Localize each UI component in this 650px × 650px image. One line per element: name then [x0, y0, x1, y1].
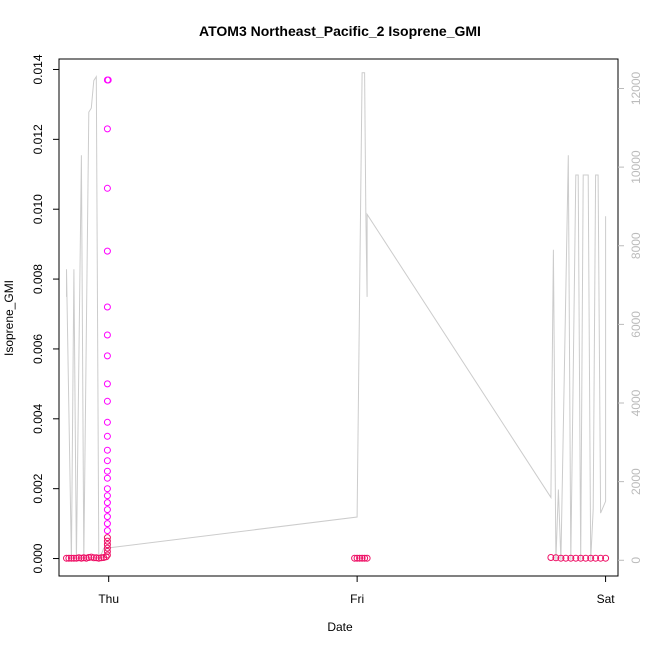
- data-point: [577, 554, 585, 562]
- plot-frame: [58, 58, 619, 577]
- data-point: [80, 554, 88, 562]
- data-point: [351, 554, 359, 562]
- y2-tick-label: 4000: [629, 389, 643, 416]
- data-point: [103, 467, 111, 475]
- data-point: [363, 554, 371, 562]
- data-point: [103, 184, 111, 192]
- y2-tick-label: 12000: [629, 71, 643, 105]
- data-point: [547, 554, 555, 561]
- y-tick-label: 0.000: [31, 543, 45, 573]
- data-point: [103, 303, 111, 311]
- y-axis-label: Isoprene_GMI: [2, 280, 16, 356]
- data-point: [95, 554, 103, 562]
- y2-tick-label: 8000: [629, 232, 643, 259]
- y2-tick-label: 2000: [629, 468, 643, 495]
- altitude-line-layer: [66, 72, 607, 561]
- y-tick-label: 0.012: [31, 124, 45, 154]
- x-axis-label: Date: [327, 620, 353, 634]
- data-point: [92, 554, 100, 562]
- data-point: [103, 513, 111, 521]
- data-point: [361, 554, 369, 562]
- data-point: [103, 352, 111, 360]
- data-point: [65, 554, 73, 562]
- y-tick-label: 0.004: [31, 403, 45, 433]
- data-point: [103, 544, 111, 552]
- data-point: [103, 492, 111, 500]
- data-point: [85, 554, 93, 561]
- chart-title: ATOM3 Northeast_Pacific_2 Isoprene_GMI: [199, 23, 481, 39]
- data-point: [562, 554, 570, 562]
- data-point: [103, 125, 111, 133]
- data-point: [353, 554, 361, 562]
- data-point: [103, 432, 111, 440]
- points-layer: [63, 76, 610, 562]
- data-point: [103, 446, 111, 454]
- data-point: [103, 331, 111, 339]
- y2-tick-label: 0: [629, 557, 643, 564]
- data-point: [582, 554, 590, 562]
- data-point: [67, 554, 75, 562]
- data-point: [102, 553, 110, 561]
- series-line: [66, 72, 607, 561]
- data-point: [567, 554, 575, 562]
- data-point: [557, 554, 565, 562]
- data-point: [552, 554, 560, 562]
- data-point: [602, 554, 610, 562]
- data-point: [103, 520, 111, 528]
- x-tick-label: Sat: [597, 592, 616, 606]
- y-tick-label: 0.006: [31, 334, 45, 364]
- y-tick-label: 0.008: [31, 264, 45, 294]
- data-point: [103, 537, 111, 545]
- data-point: [103, 548, 111, 555]
- data-point: [103, 499, 111, 507]
- data-point: [103, 485, 111, 493]
- data-point: [103, 506, 111, 514]
- y-tick-label: 0.010: [31, 194, 45, 224]
- data-point: [103, 247, 111, 255]
- data-point: [103, 397, 111, 405]
- data-point: [70, 554, 78, 562]
- data-point: [597, 554, 605, 562]
- y2-tick-label: 10000: [629, 150, 643, 184]
- data-point: [103, 380, 111, 388]
- data-point: [356, 554, 364, 562]
- data-point: [103, 534, 111, 542]
- data-point: [63, 554, 70, 562]
- data-point: [103, 457, 111, 465]
- data-point: [587, 554, 595, 562]
- x-tick-label: Thu: [98, 592, 119, 606]
- x-tick-label: Fri: [350, 592, 364, 606]
- data-point: [103, 418, 111, 426]
- data-point: [103, 551, 111, 559]
- data-point: [75, 554, 83, 562]
- y-tick-label: 0.002: [31, 473, 45, 503]
- data-point: [358, 554, 366, 562]
- data-point: [72, 554, 80, 562]
- y2-tick-label: 6000: [629, 311, 643, 338]
- data-point: [103, 474, 111, 482]
- data-point: [572, 554, 580, 562]
- data-point: [104, 76, 112, 84]
- data-point: [90, 554, 98, 562]
- data-point: [592, 554, 600, 562]
- data-point: [103, 527, 111, 535]
- axes-layer: 0.000 0.002 0.004 0.006 0.008 0.010 0.012 0.014…: [31, 54, 643, 606]
- y-tick-label: 0.014: [31, 54, 45, 84]
- data-point: [103, 541, 111, 549]
- data-point: [97, 554, 105, 562]
- data-point: [77, 554, 85, 562]
